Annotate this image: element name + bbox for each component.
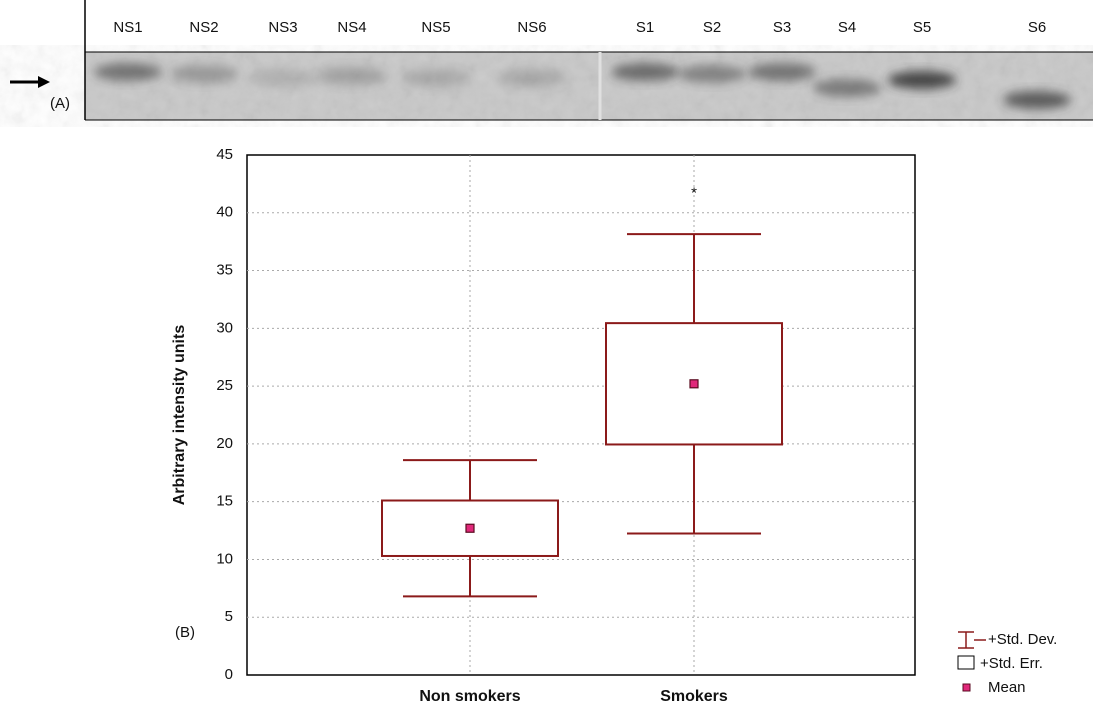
lane-label: S4 — [838, 19, 856, 36]
lane-label: NS1 — [113, 19, 142, 36]
y-tick-label: 45 — [216, 146, 233, 163]
x-tick-label: Non smokers — [419, 688, 520, 705]
legend-swatch — [963, 684, 970, 691]
lane-label: NS3 — [268, 19, 297, 36]
y-tick-label: 25 — [216, 377, 233, 394]
mean-marker — [466, 524, 474, 532]
blot-band — [748, 63, 816, 81]
legend-label: +Std. Err. — [980, 655, 1043, 672]
panel-label: (B) — [175, 624, 195, 641]
blot-band — [813, 79, 881, 97]
lane-label: S5 — [913, 19, 931, 36]
plot-frame — [247, 155, 915, 675]
blot-band — [498, 69, 566, 87]
y-tick-label: 40 — [216, 204, 233, 221]
y-tick-label: 30 — [216, 319, 233, 336]
x-tick-label: Smokers — [660, 688, 728, 705]
lane-label: NS5 — [421, 19, 450, 36]
lane-label: NS6 — [517, 19, 546, 36]
lane-label: S2 — [703, 19, 721, 36]
lane-label: S1 — [636, 19, 654, 36]
y-tick-label: 35 — [216, 262, 233, 279]
blot-band — [318, 67, 386, 85]
lane-label: S3 — [773, 19, 791, 36]
blot-band — [402, 69, 470, 87]
lane-label: S6 — [1028, 19, 1046, 36]
mean-marker — [690, 380, 698, 388]
legend-label: +Std. Dev. — [988, 631, 1057, 648]
y-tick-label: 5 — [225, 608, 233, 625]
figure: (A) Arbitrary intensity units (B) NS1 NS2… — [0, 0, 1093, 708]
blot-band — [611, 63, 679, 81]
blot-band — [94, 63, 162, 81]
lane-label: NS4 — [337, 19, 366, 36]
blot-band — [170, 65, 238, 83]
legend-label: Mean — [988, 679, 1026, 696]
panel-label: (A) — [50, 95, 70, 112]
y-tick-label: 10 — [216, 550, 233, 567]
blot-band — [888, 71, 956, 89]
annotation: * — [691, 185, 697, 202]
blot-band — [678, 65, 746, 83]
blot-band — [1003, 91, 1071, 109]
y-tick-label: 20 — [216, 435, 233, 452]
y-tick-label: 0 — [225, 666, 233, 683]
blot-band — [249, 69, 317, 87]
y-axis-label: Arbitrary intensity units — [171, 325, 188, 506]
arrow-head — [38, 76, 50, 88]
lane-label: NS2 — [189, 19, 218, 36]
y-tick-label: 15 — [216, 493, 233, 510]
legend-swatch — [958, 656, 974, 669]
